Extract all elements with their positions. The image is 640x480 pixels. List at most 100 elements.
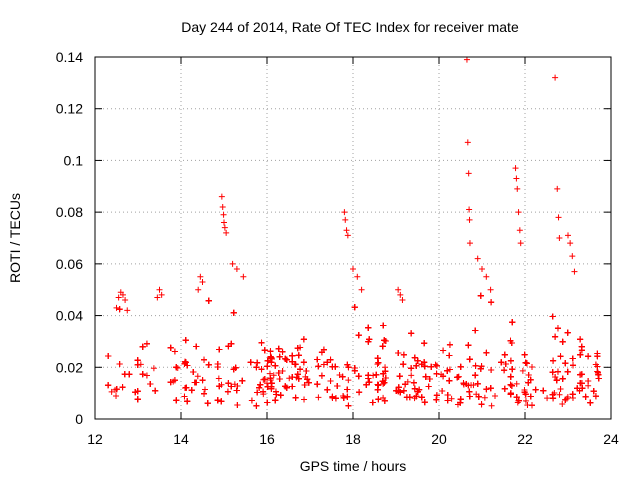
data-point	[318, 349, 325, 356]
data-point	[260, 388, 267, 395]
data-point	[396, 373, 403, 380]
data-point	[268, 359, 275, 366]
data-point	[188, 387, 195, 394]
data-point	[507, 391, 514, 398]
data-point	[339, 373, 346, 380]
data-point	[229, 260, 236, 267]
data-point	[205, 361, 212, 368]
data-point	[552, 373, 559, 380]
data-point	[426, 375, 433, 382]
data-point	[115, 294, 122, 301]
data-point	[397, 389, 404, 396]
data-point	[557, 386, 564, 393]
data-point	[247, 359, 254, 366]
data-point	[529, 363, 536, 370]
data-point	[446, 352, 453, 359]
data-point	[397, 291, 404, 298]
data-point	[466, 393, 473, 400]
data-point	[315, 394, 322, 401]
data-point	[433, 396, 440, 403]
data-point	[233, 266, 240, 273]
data-point	[502, 360, 509, 367]
data-point	[228, 340, 235, 347]
data-point	[594, 368, 601, 375]
data-point	[501, 385, 508, 392]
data-point	[498, 359, 505, 366]
data-point	[358, 286, 365, 293]
data-point	[465, 382, 472, 389]
data-point	[433, 362, 440, 369]
data-point	[465, 170, 472, 177]
data-point	[379, 343, 386, 350]
data-point	[557, 353, 564, 360]
data-point	[592, 361, 599, 368]
data-point	[448, 395, 455, 402]
data-point	[219, 203, 226, 210]
data-point	[221, 219, 227, 226]
data-point	[253, 402, 260, 409]
data-point	[301, 396, 308, 403]
data-point	[105, 352, 112, 359]
data-point	[522, 359, 529, 366]
data-point	[171, 377, 178, 384]
x-axis-label: GPS time / hours	[300, 458, 407, 474]
data-point	[559, 375, 566, 382]
data-point	[393, 387, 400, 394]
data-point	[256, 384, 263, 391]
data-point	[577, 336, 584, 343]
data-point	[464, 139, 471, 146]
data-point	[444, 392, 451, 399]
data-point	[585, 377, 592, 384]
data-point	[267, 353, 274, 360]
data-point	[375, 396, 382, 403]
data-point	[254, 359, 261, 366]
data-point	[527, 393, 534, 400]
data-point	[355, 332, 362, 339]
data-point	[216, 346, 223, 353]
data-point	[474, 380, 481, 387]
data-point	[275, 345, 282, 352]
data-point	[515, 209, 522, 216]
x-tick-label: 22	[517, 431, 533, 447]
data-point	[428, 363, 435, 370]
data-point	[380, 322, 387, 329]
data-point	[440, 347, 447, 354]
data-point	[294, 371, 301, 378]
x-tick-label: 14	[173, 431, 189, 447]
data-point	[356, 389, 363, 396]
data-point	[381, 397, 388, 404]
data-point	[324, 359, 331, 366]
y-tick-label: 0.12	[56, 101, 83, 117]
data-point	[418, 361, 425, 368]
data-point	[190, 369, 197, 376]
data-point	[195, 286, 202, 293]
data-point	[513, 380, 520, 387]
data-point	[556, 391, 563, 398]
data-point	[283, 356, 290, 363]
data-point	[122, 297, 129, 304]
data-point	[228, 383, 235, 390]
data-point	[444, 397, 451, 404]
data-point	[355, 373, 362, 380]
data-point	[549, 313, 556, 320]
data-point	[501, 351, 508, 358]
data-point	[522, 391, 529, 398]
data-point	[318, 372, 325, 379]
data-point	[463, 56, 470, 63]
data-point	[382, 374, 389, 381]
data-point	[569, 394, 576, 401]
data-point	[552, 74, 559, 81]
data-point	[224, 388, 231, 395]
data-point	[408, 365, 415, 372]
data-point	[418, 394, 425, 401]
data-point	[272, 388, 279, 395]
data-point	[143, 340, 150, 347]
data-point	[260, 376, 267, 383]
data-point	[342, 216, 349, 223]
data-point	[516, 227, 523, 234]
data-point	[425, 383, 432, 390]
data-point	[147, 380, 154, 387]
data-point	[289, 352, 296, 359]
data-point	[279, 348, 286, 355]
data-point	[446, 341, 453, 348]
